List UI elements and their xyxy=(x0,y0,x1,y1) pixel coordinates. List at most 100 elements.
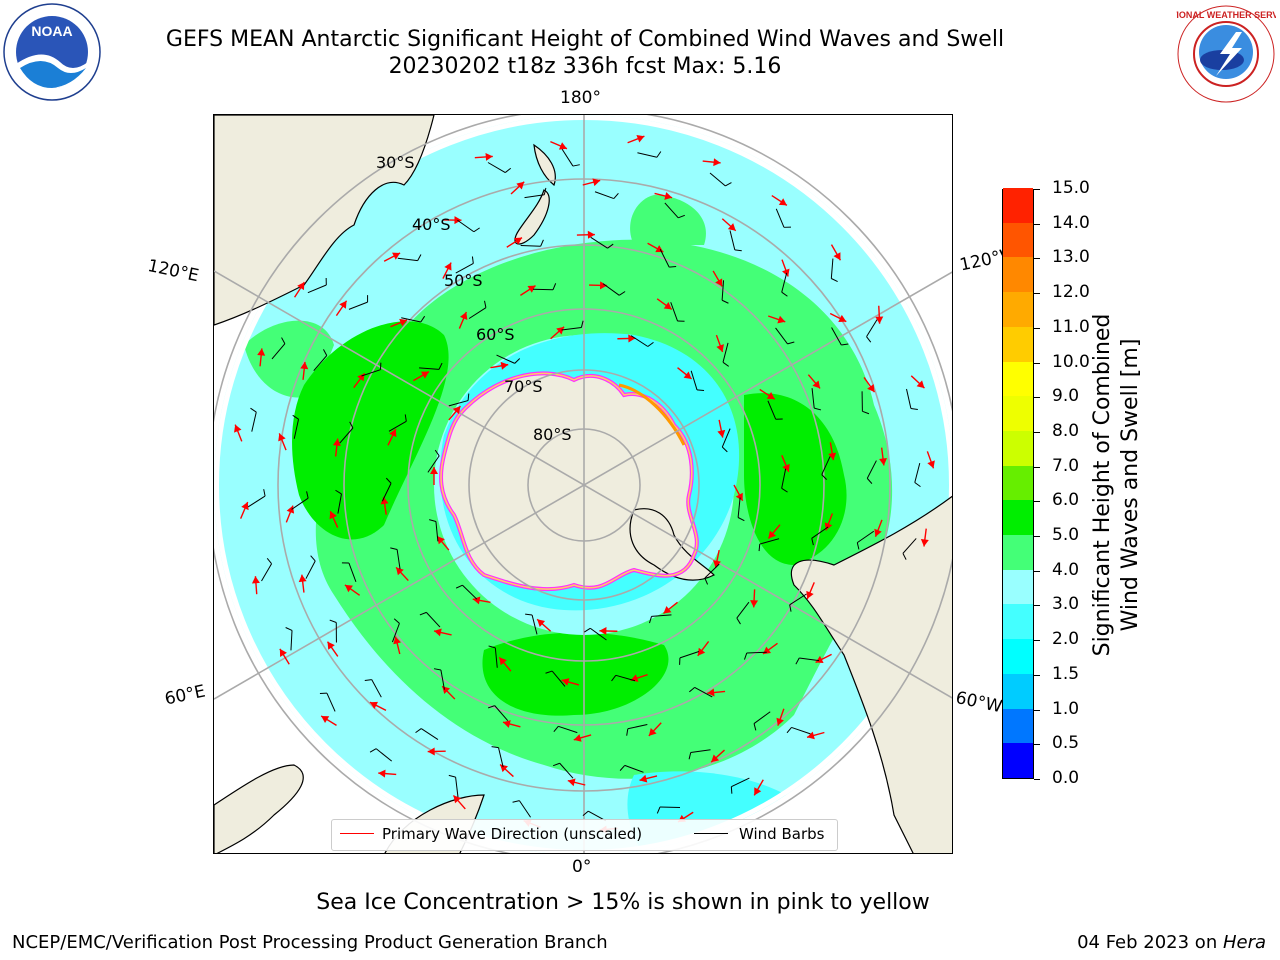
wave-arrow-head xyxy=(344,584,353,593)
wind-barb-feather xyxy=(821,474,828,480)
wind-barb-feather xyxy=(613,192,619,199)
wave-arrow-head xyxy=(396,567,404,576)
wind-barb-staff xyxy=(337,493,342,514)
wind-barb-staff xyxy=(589,627,607,641)
legend-wave-label: Primary Wave Direction (unscaled) xyxy=(382,825,643,843)
wave-arrow-head xyxy=(715,278,723,287)
colorbar-tick xyxy=(1034,570,1040,572)
wind-barb-staff xyxy=(781,468,787,489)
wind-barb-staff xyxy=(722,342,729,363)
colorbar xyxy=(1002,187,1034,779)
wind-barb-staff xyxy=(455,777,459,798)
wind-barb-staff xyxy=(775,327,788,345)
colorbar-tick-label: 12.0 xyxy=(1052,282,1090,303)
wave-arrow-head xyxy=(713,560,721,568)
colorbar-tick-label: 11.0 xyxy=(1052,316,1090,337)
wave-arrow-head xyxy=(664,192,673,200)
footer-credit: NCEP/EMC/Verification Post Processing Pr… xyxy=(12,932,608,953)
wave-arrow-head xyxy=(392,252,401,260)
wind-barb-feather xyxy=(471,256,474,264)
wave-arrow-head xyxy=(430,467,438,474)
wave-arrow-head xyxy=(459,311,468,320)
wind-barb-feather xyxy=(648,616,653,624)
wind-barb-staff xyxy=(704,563,720,579)
wind-barb-feather xyxy=(831,278,838,282)
footer-date-text: 04 Feb 2023 on xyxy=(1077,932,1223,953)
wave-arrow-head xyxy=(251,576,260,584)
wind-barb-staff xyxy=(830,258,834,279)
wind-barb-feather xyxy=(553,726,559,733)
wind-barb-staff xyxy=(397,257,418,262)
wind-barb-feather xyxy=(572,164,580,167)
legend-wave-swatch xyxy=(340,833,374,834)
wind-barb-staff xyxy=(602,283,620,296)
wind-barb-staff xyxy=(737,497,741,518)
wave-arrow-head xyxy=(286,505,295,514)
wind-barb-staff xyxy=(594,191,614,200)
wind-barb-feather xyxy=(364,679,372,682)
wave-arrow-head xyxy=(806,590,814,599)
wind-barb-staff xyxy=(307,284,327,294)
wind-barb-staff xyxy=(396,549,401,570)
wave-arrow-head xyxy=(472,596,481,605)
wind-barb-feather xyxy=(856,542,860,550)
wind-barb-staff xyxy=(630,335,649,347)
wave-arrow-head xyxy=(766,392,775,400)
lon-label-60w: 60°W xyxy=(953,688,1004,718)
wave-arrow-head xyxy=(389,429,397,438)
wind-barb-feather xyxy=(488,645,496,649)
wind-barb-feather xyxy=(491,746,499,749)
wave-arrow-head xyxy=(567,778,576,787)
wind-barb-staff xyxy=(455,263,474,274)
lat-label-40s: 40°S xyxy=(412,215,451,234)
wave-arrow-head xyxy=(663,606,672,614)
wave-arrow-head xyxy=(573,734,582,742)
wind-barb-feather xyxy=(753,723,757,731)
wind-barb-staff xyxy=(420,728,439,740)
wave-arrow-head xyxy=(754,787,762,796)
wave-arrow-head xyxy=(628,334,636,343)
wind-barb-staff xyxy=(679,651,700,659)
wave-arrow-head xyxy=(639,774,648,783)
wind-barb-staff xyxy=(426,612,441,628)
wave-arrow-head xyxy=(297,282,305,291)
wind-barb-staff xyxy=(659,249,670,268)
wind-barb-feather xyxy=(866,478,873,484)
colorbar-tick-label: 1.5 xyxy=(1052,663,1080,684)
nws-logo: NATIONAL WEATHER SERVICE xyxy=(1176,5,1276,103)
wave-arrow-head xyxy=(875,316,884,324)
colorbar-tick-label: 7.0 xyxy=(1052,455,1080,476)
wind-barb-feather xyxy=(704,577,709,585)
wind-barb-staff xyxy=(468,307,487,319)
wind-barb-staff xyxy=(290,630,293,651)
wind-barb-feather xyxy=(582,810,589,817)
wave-arrow-head xyxy=(278,433,286,442)
wave-arrow-head xyxy=(537,619,546,627)
wave-arrow-head xyxy=(867,384,875,393)
colorbar-tick xyxy=(1034,779,1040,780)
colorbar-segment xyxy=(1003,256,1033,293)
wave-arrow-head xyxy=(434,628,442,637)
wave-arrow-head xyxy=(420,371,430,379)
wind-barb-feather xyxy=(734,249,742,252)
graticule xyxy=(214,115,952,853)
wind-barb-staff xyxy=(914,463,921,483)
wind-barb-staff xyxy=(651,614,672,617)
colorbar-tick xyxy=(1034,362,1040,364)
wave-arrow-head xyxy=(838,314,847,323)
wind-barb-feather xyxy=(862,410,870,415)
wave-arrow-head xyxy=(716,344,724,353)
wave-arrow-head xyxy=(499,657,507,666)
lon-label-60e: 60°E xyxy=(163,681,208,710)
wind-barb-feather xyxy=(737,517,745,522)
wind-barb-feather xyxy=(250,407,257,413)
wind-barb-feather xyxy=(281,337,286,344)
sea-ice-edge xyxy=(439,371,699,592)
wave-arrow-head xyxy=(707,688,715,697)
colorbar-segment xyxy=(1003,291,1033,327)
wind-barb-feather xyxy=(914,482,921,488)
wave-arrow-head xyxy=(599,626,607,635)
wind-barb-staff xyxy=(811,388,815,409)
noaa-logo-text: NOAA xyxy=(31,23,72,39)
wind-barb-staff xyxy=(759,538,780,545)
